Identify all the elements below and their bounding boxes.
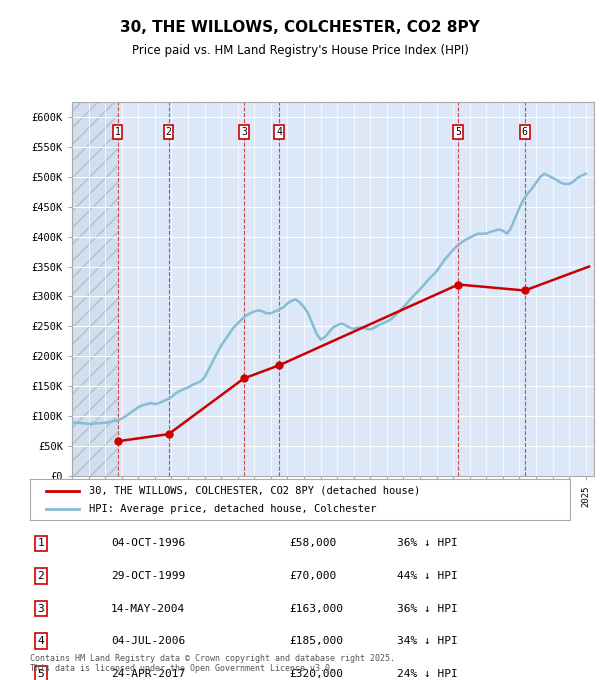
Text: 14-MAY-2004: 14-MAY-2004 <box>111 604 185 613</box>
Text: 44% ↓ HPI: 44% ↓ HPI <box>397 571 458 581</box>
Text: HPI: Average price, detached house, Colchester: HPI: Average price, detached house, Colc… <box>89 504 377 514</box>
Text: 24-APR-2017: 24-APR-2017 <box>111 669 185 679</box>
Text: Contains HM Land Registry data © Crown copyright and database right 2025.
This d: Contains HM Land Registry data © Crown c… <box>30 653 395 673</box>
Text: 1: 1 <box>37 539 44 548</box>
Text: 36% ↓ HPI: 36% ↓ HPI <box>397 539 458 548</box>
Text: 36% ↓ HPI: 36% ↓ HPI <box>397 604 458 613</box>
Text: 04-OCT-1996: 04-OCT-1996 <box>111 539 185 548</box>
Text: 4: 4 <box>37 636 44 646</box>
Text: 30, THE WILLOWS, COLCHESTER, CO2 8PY (detached house): 30, THE WILLOWS, COLCHESTER, CO2 8PY (de… <box>89 486 421 496</box>
Text: £185,000: £185,000 <box>289 636 343 646</box>
Text: Price paid vs. HM Land Registry's House Price Index (HPI): Price paid vs. HM Land Registry's House … <box>131 44 469 57</box>
Text: 3: 3 <box>241 127 247 137</box>
Text: 5: 5 <box>37 669 44 679</box>
Text: 29-OCT-1999: 29-OCT-1999 <box>111 571 185 581</box>
Text: 6: 6 <box>522 127 527 137</box>
Text: £320,000: £320,000 <box>289 669 343 679</box>
Text: 4: 4 <box>276 127 282 137</box>
Text: 34% ↓ HPI: 34% ↓ HPI <box>397 636 458 646</box>
Text: 2: 2 <box>37 571 44 581</box>
Text: 30, THE WILLOWS, COLCHESTER, CO2 8PY: 30, THE WILLOWS, COLCHESTER, CO2 8PY <box>120 20 480 35</box>
Text: £70,000: £70,000 <box>289 571 337 581</box>
Text: 2: 2 <box>166 127 172 137</box>
Text: 04-JUL-2006: 04-JUL-2006 <box>111 636 185 646</box>
Text: 3: 3 <box>37 604 44 613</box>
Text: £163,000: £163,000 <box>289 604 343 613</box>
Text: 1: 1 <box>115 127 121 137</box>
Text: £58,000: £58,000 <box>289 539 337 548</box>
Text: 24% ↓ HPI: 24% ↓ HPI <box>397 669 458 679</box>
Text: 5: 5 <box>455 127 461 137</box>
Bar <box>72 102 118 476</box>
